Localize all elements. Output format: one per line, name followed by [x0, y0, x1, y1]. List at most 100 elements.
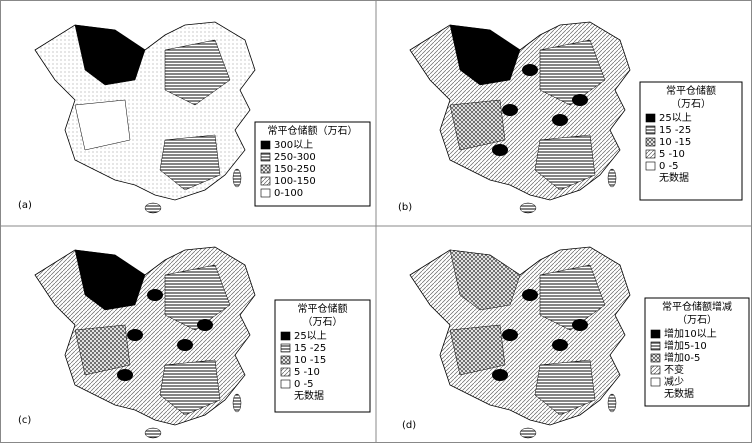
panel-label: (d) [402, 420, 416, 431]
panel-label: (b) [398, 202, 412, 213]
legend-swatch [650, 377, 661, 387]
legend-label: 250-300 [274, 152, 316, 163]
region [552, 339, 568, 351]
legend-swatch [650, 353, 661, 363]
island [232, 168, 242, 188]
legend-swatch [260, 164, 271, 174]
region [522, 64, 538, 76]
legend-swatch [281, 392, 290, 400]
legend-label: 25以上 [659, 112, 692, 124]
legend-box [274, 299, 371, 413]
legend-label: 150-250 [274, 164, 316, 175]
legend-label: 增加10以上 [664, 327, 717, 340]
legend-label: 减少 [664, 376, 684, 388]
legend-unit: （万石） [677, 314, 717, 326]
legend-box [639, 81, 743, 201]
legend-swatch [646, 174, 655, 182]
legend-label: 0 -5 [294, 379, 314, 390]
region [449, 99, 506, 151]
map [409, 246, 631, 439]
island [607, 168, 617, 188]
region [502, 329, 518, 341]
region [572, 319, 588, 331]
island [607, 393, 617, 413]
legend-swatch [651, 390, 660, 398]
legend-swatch [280, 367, 291, 377]
region [159, 359, 221, 416]
legend-label: 25以上 [294, 330, 327, 342]
region [449, 324, 506, 376]
region [74, 249, 146, 311]
legend-box [254, 121, 371, 207]
map [34, 21, 256, 214]
region [127, 329, 143, 341]
region [522, 289, 538, 301]
legend-swatch [260, 152, 271, 162]
island [144, 202, 162, 214]
region [449, 249, 521, 311]
legend-label: 5 -10 [294, 367, 320, 378]
legend-swatch [260, 140, 271, 150]
legend-swatch [280, 331, 291, 341]
legend-unit: （万石） [303, 316, 343, 328]
region [164, 264, 231, 331]
legend-title: 常平仓储额 [666, 84, 716, 97]
region [197, 319, 213, 331]
legend-label: 不变 [664, 363, 684, 376]
island [232, 393, 242, 413]
legend-swatch [260, 176, 271, 186]
region [117, 369, 133, 381]
island [519, 202, 537, 214]
maps [34, 21, 631, 439]
legend-swatch [280, 355, 291, 365]
legend-label: 无数据 [294, 389, 324, 402]
legend-label: 15 -25 [659, 125, 691, 136]
legend-title: 常平仓储额 [298, 302, 348, 315]
legend-swatch [645, 137, 656, 147]
legend-swatch [645, 161, 656, 171]
panel-label: (c) [18, 415, 31, 426]
region [164, 39, 231, 106]
region [74, 24, 146, 86]
legend-title: 常平仓储额增减 [662, 300, 732, 313]
region [74, 324, 131, 376]
region [159, 134, 221, 191]
panel-label: (a) [18, 200, 32, 211]
region [572, 94, 588, 106]
legend-swatch [645, 149, 656, 159]
map [409, 21, 631, 214]
legend-title: 常平仓储额（万石） [268, 124, 358, 137]
region [74, 99, 131, 151]
region [492, 144, 508, 156]
legend-label: 增加0-5 [664, 351, 700, 364]
region [539, 264, 606, 331]
legend-swatch [645, 113, 656, 123]
legend-label: 15 -25 [294, 343, 326, 354]
legend-box [644, 297, 750, 407]
legend-label: 0 -5 [659, 161, 679, 172]
legend-swatch [280, 379, 291, 389]
legend-swatch [650, 365, 661, 375]
legend-label: 10 -15 [294, 355, 326, 366]
legend-swatch [645, 125, 656, 135]
region [534, 359, 596, 416]
legend-label: 5 -10 [659, 149, 685, 160]
legend-label: 100-150 [274, 176, 316, 187]
region [552, 114, 568, 126]
region [534, 134, 596, 191]
map [34, 246, 256, 439]
legend-label: 无数据 [659, 171, 689, 184]
island [519, 427, 537, 439]
legend-unit: （万石） [671, 98, 711, 110]
legend-swatch [650, 329, 661, 339]
region [539, 39, 606, 106]
legend-swatch [260, 188, 271, 198]
legend-label: 10 -15 [659, 137, 691, 148]
island [144, 427, 162, 439]
legend-label: 无数据 [664, 387, 694, 400]
legend-label: 增加5-10 [664, 339, 707, 352]
region [502, 104, 518, 116]
region [449, 24, 521, 86]
legend-label: 0-100 [274, 188, 303, 199]
